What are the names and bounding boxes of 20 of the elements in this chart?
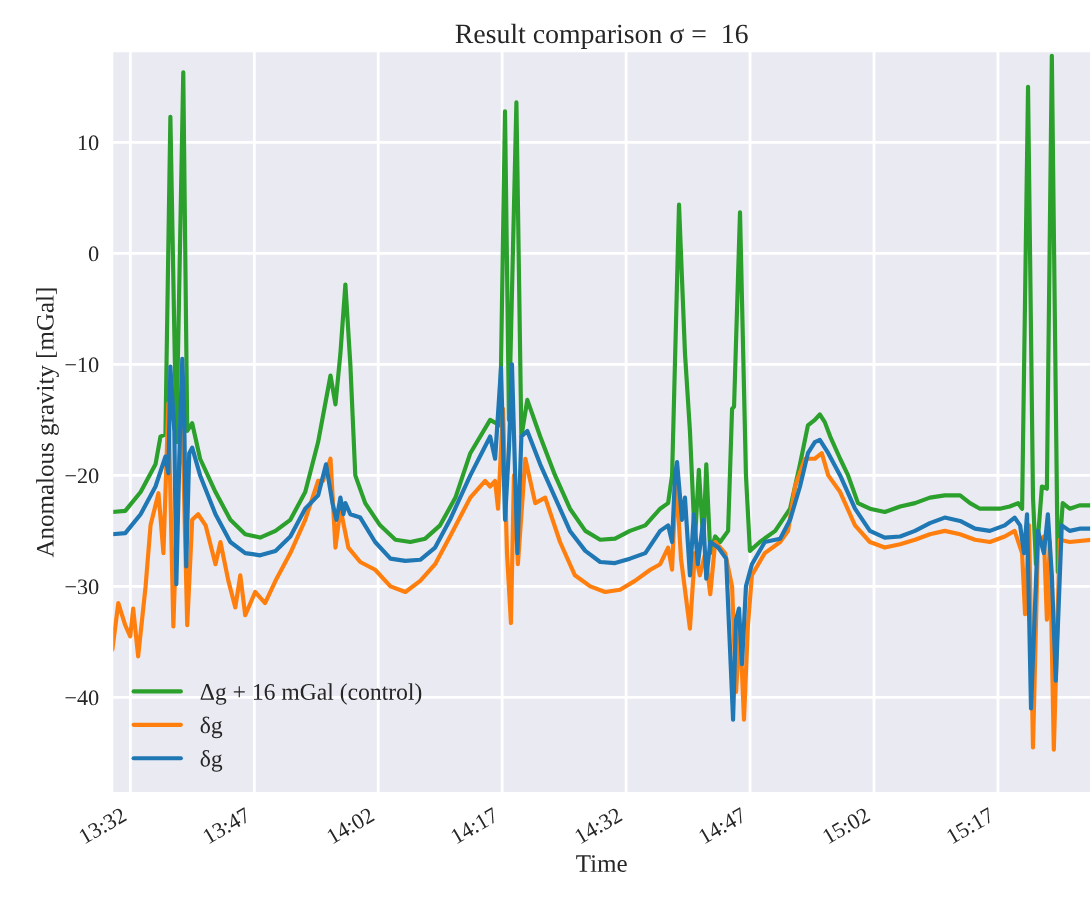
x-tick-label: 13:47 <box>202 807 252 845</box>
y-tick-label: 0 <box>88 246 99 262</box>
legend-label: δg <box>200 750 223 772</box>
y-tick-label: −40 <box>65 690 99 706</box>
legend-label: δg <box>200 716 223 739</box>
legend-label: Δg + 16 mGal (control) <box>200 683 422 705</box>
chart-title: Result comparison σ = 16 <box>455 23 748 49</box>
x-tick-label: 13:32 <box>78 807 128 845</box>
x-tick-label: 14:02 <box>326 807 375 845</box>
x-tick-label: 14:47 <box>698 807 748 845</box>
y-tick-label: −20 <box>65 468 99 484</box>
x-tick-label: 15:17 <box>946 807 996 845</box>
y-tick-label: 10 <box>78 135 99 151</box>
x-tick-label: 15:02 <box>822 807 871 845</box>
x-axis-title: Time <box>576 855 627 872</box>
x-tick-label: 14:17 <box>450 807 500 845</box>
y-tick-label: −10 <box>65 357 99 373</box>
y-axis-title: Anomalous gravity [mGal] <box>36 288 59 558</box>
y-tick-label: −30 <box>65 579 99 595</box>
x-tick-label: 14:32 <box>574 807 623 845</box>
